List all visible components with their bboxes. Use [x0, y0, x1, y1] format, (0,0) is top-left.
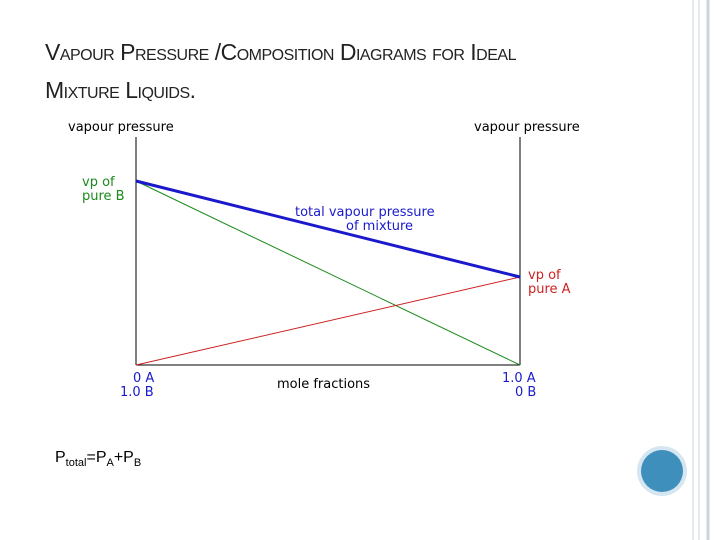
- axis-label: vapour pressure: [474, 120, 580, 135]
- end-label: 0 B: [515, 385, 536, 400]
- end-label: 1.0 B: [120, 385, 154, 400]
- formula-part: +P: [114, 449, 134, 466]
- label-total: of mixture: [346, 219, 413, 234]
- end-label: 0 A: [133, 371, 154, 386]
- line-b: [135, 180, 521, 366]
- axis-label: vapour pressure: [68, 120, 174, 135]
- formula-subscript: B: [134, 457, 141, 469]
- formula: Ptotal=PA+PB: [55, 449, 141, 469]
- line-total: [135, 179, 521, 279]
- label-b: vp of: [82, 175, 115, 190]
- label-a: vp of: [528, 268, 561, 283]
- label-b: pure B: [82, 189, 125, 204]
- label-a: pure A: [528, 282, 571, 297]
- x-axis-label: mole fractions: [277, 377, 370, 392]
- decor-circle: [641, 450, 683, 492]
- formula-subscript: A: [106, 457, 114, 469]
- diagram: vapour pressure vapour pressure vp of pu…: [68, 120, 580, 400]
- title-line: Vapour Pressure /Composition Diagrams fo…: [45, 39, 517, 65]
- formula-subscript: total: [66, 457, 87, 469]
- label-total: total vapour pressure: [295, 205, 435, 220]
- formula-part: =P: [86, 449, 106, 466]
- line-a: [135, 276, 521, 366]
- end-label: 1.0 A: [502, 371, 536, 386]
- title-line: Mixture Liquids.: [45, 77, 196, 103]
- formula-part: P: [55, 449, 66, 466]
